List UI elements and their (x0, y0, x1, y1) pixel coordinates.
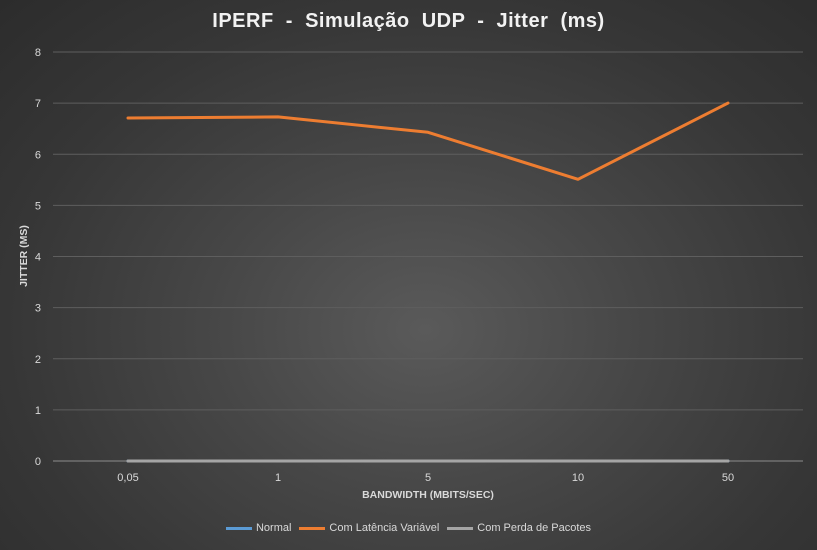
x-tick-label: 0,05 (117, 472, 138, 484)
y-axis-title: JITTER (MS) (18, 225, 30, 287)
x-tick-label: 10 (572, 472, 584, 484)
y-tick-label: 3 (35, 303, 41, 315)
legend-swatch (447, 526, 474, 530)
y-tick-label: 5 (35, 200, 41, 212)
chart-legend: Normal Com Latência Variável Com Perda de … (0, 522, 817, 534)
legend-item: Com Perda de Pacotes (447, 522, 591, 534)
x-tick-label: 1 (275, 472, 281, 484)
x-tick-label: 5 (425, 472, 431, 484)
legend-swatch (299, 526, 326, 530)
chart-title: IPERF - Simulação UDP - Jitter (ms) (212, 10, 605, 32)
legend-item: Normal (225, 522, 292, 534)
legend-swatch (225, 526, 252, 530)
legend-label: Com Latência Variável (329, 522, 440, 534)
y-tick-label: 1 (35, 405, 41, 417)
x-tick-label: 50 (722, 472, 734, 484)
x-axis-title: BANDWIDTH (MBITS/SEC) (362, 489, 494, 501)
y-tick-label: 7 (35, 98, 41, 110)
y-tick-label: 8 (35, 47, 41, 59)
y-tick-label: 0 (35, 456, 41, 468)
y-tick-label: 6 (35, 149, 41, 161)
series-line-com-lat-ncia-vari-vel (126, 101, 730, 181)
legend-label: Normal (255, 522, 292, 534)
legend-label: Com Perda de Pacotes (477, 522, 592, 534)
y-tick-label: 2 (35, 354, 41, 366)
legend-item: Com Latência Variável (299, 522, 439, 534)
y-tick-label: 4 (35, 252, 41, 264)
